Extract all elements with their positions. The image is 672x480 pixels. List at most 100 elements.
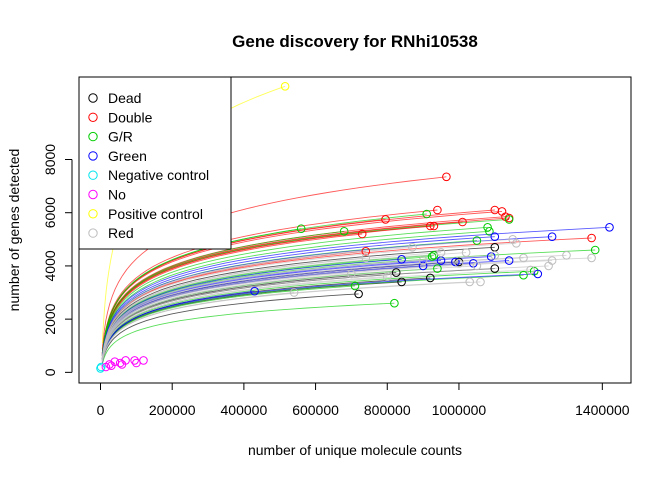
curve-2-3 (101, 302, 395, 365)
point-1-4 (458, 217, 467, 227)
point-1-1 (381, 215, 390, 224)
legend-marker-1 (88, 112, 98, 123)
curve-0-0 (101, 293, 359, 364)
curve-7-20 (101, 242, 517, 357)
point-5-9 (117, 360, 127, 369)
growth-curves (101, 85, 610, 365)
legend-label-6: Positive control (108, 206, 203, 222)
curve-7-7 (101, 252, 467, 359)
point-7-18 (587, 253, 596, 263)
y-tick-label-1: 2000 (42, 303, 58, 334)
curve-3-8 (101, 273, 538, 361)
x-tick-label-2: 400000 (221, 402, 268, 418)
point-0-1 (391, 268, 401, 277)
legend-marker-4 (88, 170, 98, 180)
data-points (96, 82, 614, 373)
point-7-0 (289, 288, 299, 297)
point-2-1 (339, 227, 349, 236)
point-5-7 (139, 356, 148, 365)
point-7-20 (512, 239, 521, 248)
legend-label-0: Dead (108, 90, 141, 106)
curve-7-18 (101, 257, 592, 359)
point-3-2 (418, 261, 428, 271)
legend-marker-3 (88, 151, 98, 161)
y-axis: 0 2000 4000 6000 8000 (42, 144, 73, 376)
legend-marker-0 (88, 93, 98, 103)
curve-2-4 (101, 213, 427, 354)
point-2-5 (427, 252, 437, 261)
point-7-14 (526, 265, 535, 275)
y-tick-label-2: 4000 (42, 250, 58, 281)
curve-3-10 (101, 226, 610, 356)
x-tick-label-4: 800000 (364, 402, 411, 418)
point-0-2 (397, 277, 406, 287)
legend-box (78, 76, 232, 250)
legend-marker-7 (88, 228, 98, 238)
point-7-6 (454, 259, 464, 268)
curve-7-14 (101, 269, 531, 361)
point-7-10 (476, 277, 485, 287)
point-5-3 (115, 358, 125, 368)
point-6-0 (280, 82, 290, 91)
point-0-6 (490, 264, 500, 273)
point-2-2 (350, 281, 360, 291)
legend-label-7: Red (108, 225, 134, 241)
point-5-6 (132, 358, 141, 368)
point-2-0 (296, 224, 306, 233)
x-tick-label-5: 1000000 (432, 402, 487, 418)
point-2-12 (519, 270, 528, 280)
point-4-0 (96, 364, 105, 373)
point-1-9 (587, 233, 596, 243)
legend-label-1: Double (108, 109, 153, 125)
point-7-3 (383, 272, 392, 281)
y-axis-label: number of genes detected (6, 149, 22, 312)
legend-marker-5 (88, 189, 98, 200)
y-tick-label-0: 0 (42, 368, 58, 376)
point-3-6 (490, 232, 500, 241)
y-tick-label-4: 8000 (42, 144, 58, 175)
legend-label-5: No (108, 187, 126, 203)
legend-label-3: Green (108, 148, 147, 164)
point-7-11 (490, 251, 500, 260)
point-2-8 (472, 236, 482, 245)
x-axis-label: number of unique molecule counts (248, 442, 462, 458)
point-3-10 (605, 223, 614, 232)
point-7-5 (436, 248, 446, 257)
point-3-5 (486, 252, 496, 261)
point-1-12 (426, 221, 435, 231)
point-3-7 (504, 256, 514, 265)
x-axis: 0 200000 400000 600000 800000 1000000 1400000 (97, 382, 630, 418)
x-tick-label-3: 600000 (292, 402, 339, 418)
curve-7-15 (101, 265, 549, 360)
point-1-2 (429, 221, 439, 231)
point-2-11 (504, 215, 514, 224)
point-3-0 (250, 286, 259, 296)
point-5-2 (110, 357, 120, 367)
point-5-5 (130, 356, 139, 365)
point-0-0 (354, 289, 363, 299)
point-7-2 (361, 253, 371, 263)
point-3-9 (547, 232, 557, 241)
point-5-8 (105, 360, 114, 369)
curve-7-17 (101, 254, 567, 359)
point-7-16 (547, 256, 557, 265)
point-3-8 (533, 269, 543, 279)
point-2-7 (433, 264, 442, 273)
point-7-1 (347, 269, 356, 279)
curve-0-6 (101, 268, 495, 360)
point-1-11 (357, 229, 367, 239)
y-tick-label-3: 6000 (42, 197, 58, 228)
x-tick-label-1: 200000 (149, 402, 196, 418)
point-7-4 (418, 256, 428, 265)
curve-7-10 (101, 281, 481, 362)
legend-marker-6 (88, 209, 98, 219)
legend-label-4: Negative control (108, 167, 209, 183)
curve-2-9 (101, 226, 488, 356)
curve-2-11 (101, 218, 510, 355)
point-1-3 (433, 205, 442, 215)
chart-title: Gene discovery for RNhi10538 (232, 32, 478, 51)
point-2-14 (590, 245, 600, 255)
point-0-3 (426, 273, 435, 283)
point-7-8 (465, 277, 475, 287)
